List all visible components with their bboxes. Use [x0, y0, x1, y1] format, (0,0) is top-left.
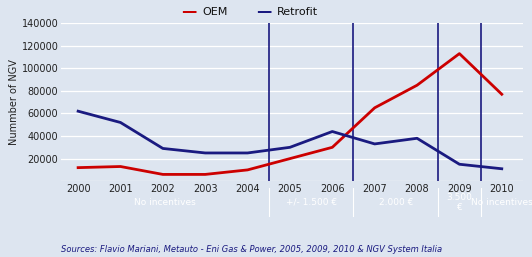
- Text: —: —: [256, 4, 271, 19]
- Text: 3.500
€: 3.500 €: [446, 193, 472, 212]
- Y-axis label: Nummber of NGV: Nummber of NGV: [9, 59, 19, 145]
- Text: No incentives: No incentives: [471, 198, 532, 207]
- Text: No incentives: No incentives: [134, 198, 196, 207]
- Text: Retrofit: Retrofit: [277, 7, 318, 16]
- Text: Sources: Flavio Mariani, Metauto - Eni Gas & Power, 2005, 2009, 2010 & NGV Syste: Sources: Flavio Mariani, Metauto - Eni G…: [61, 245, 442, 254]
- Text: +/- 1.500 €: +/- 1.500 €: [286, 198, 337, 207]
- Text: 2.000 €: 2.000 €: [379, 198, 413, 207]
- Text: —: —: [181, 4, 197, 19]
- Text: OEM: OEM: [202, 7, 228, 16]
